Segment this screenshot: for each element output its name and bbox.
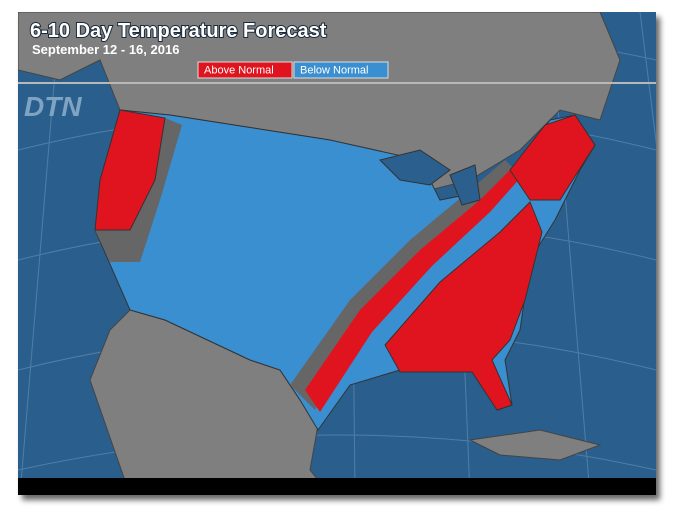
logo: DTN: [24, 91, 82, 122]
map-layers: [18, 12, 656, 495]
cuba: [468, 429, 602, 461]
central-above: [305, 170, 522, 412]
northeast-above: [509, 114, 596, 201]
legend: Above Normal Below Normal: [197, 61, 389, 79]
west-neutral: [95, 118, 182, 262]
footer-bar: [18, 478, 656, 495]
title: 6-10 Day Temperature Forecast: [30, 20, 327, 42]
west-above: [94, 109, 166, 231]
legend-label: Below Normal: [300, 64, 368, 76]
legend-swatch: [197, 61, 293, 79]
legend-label: Above Normal: [204, 64, 274, 76]
subtitle: September 12 - 16, 2016: [32, 42, 179, 57]
southeast-above: [384, 201, 543, 411]
legend-swatch: [293, 61, 389, 79]
great-lakes: [379, 149, 481, 206]
